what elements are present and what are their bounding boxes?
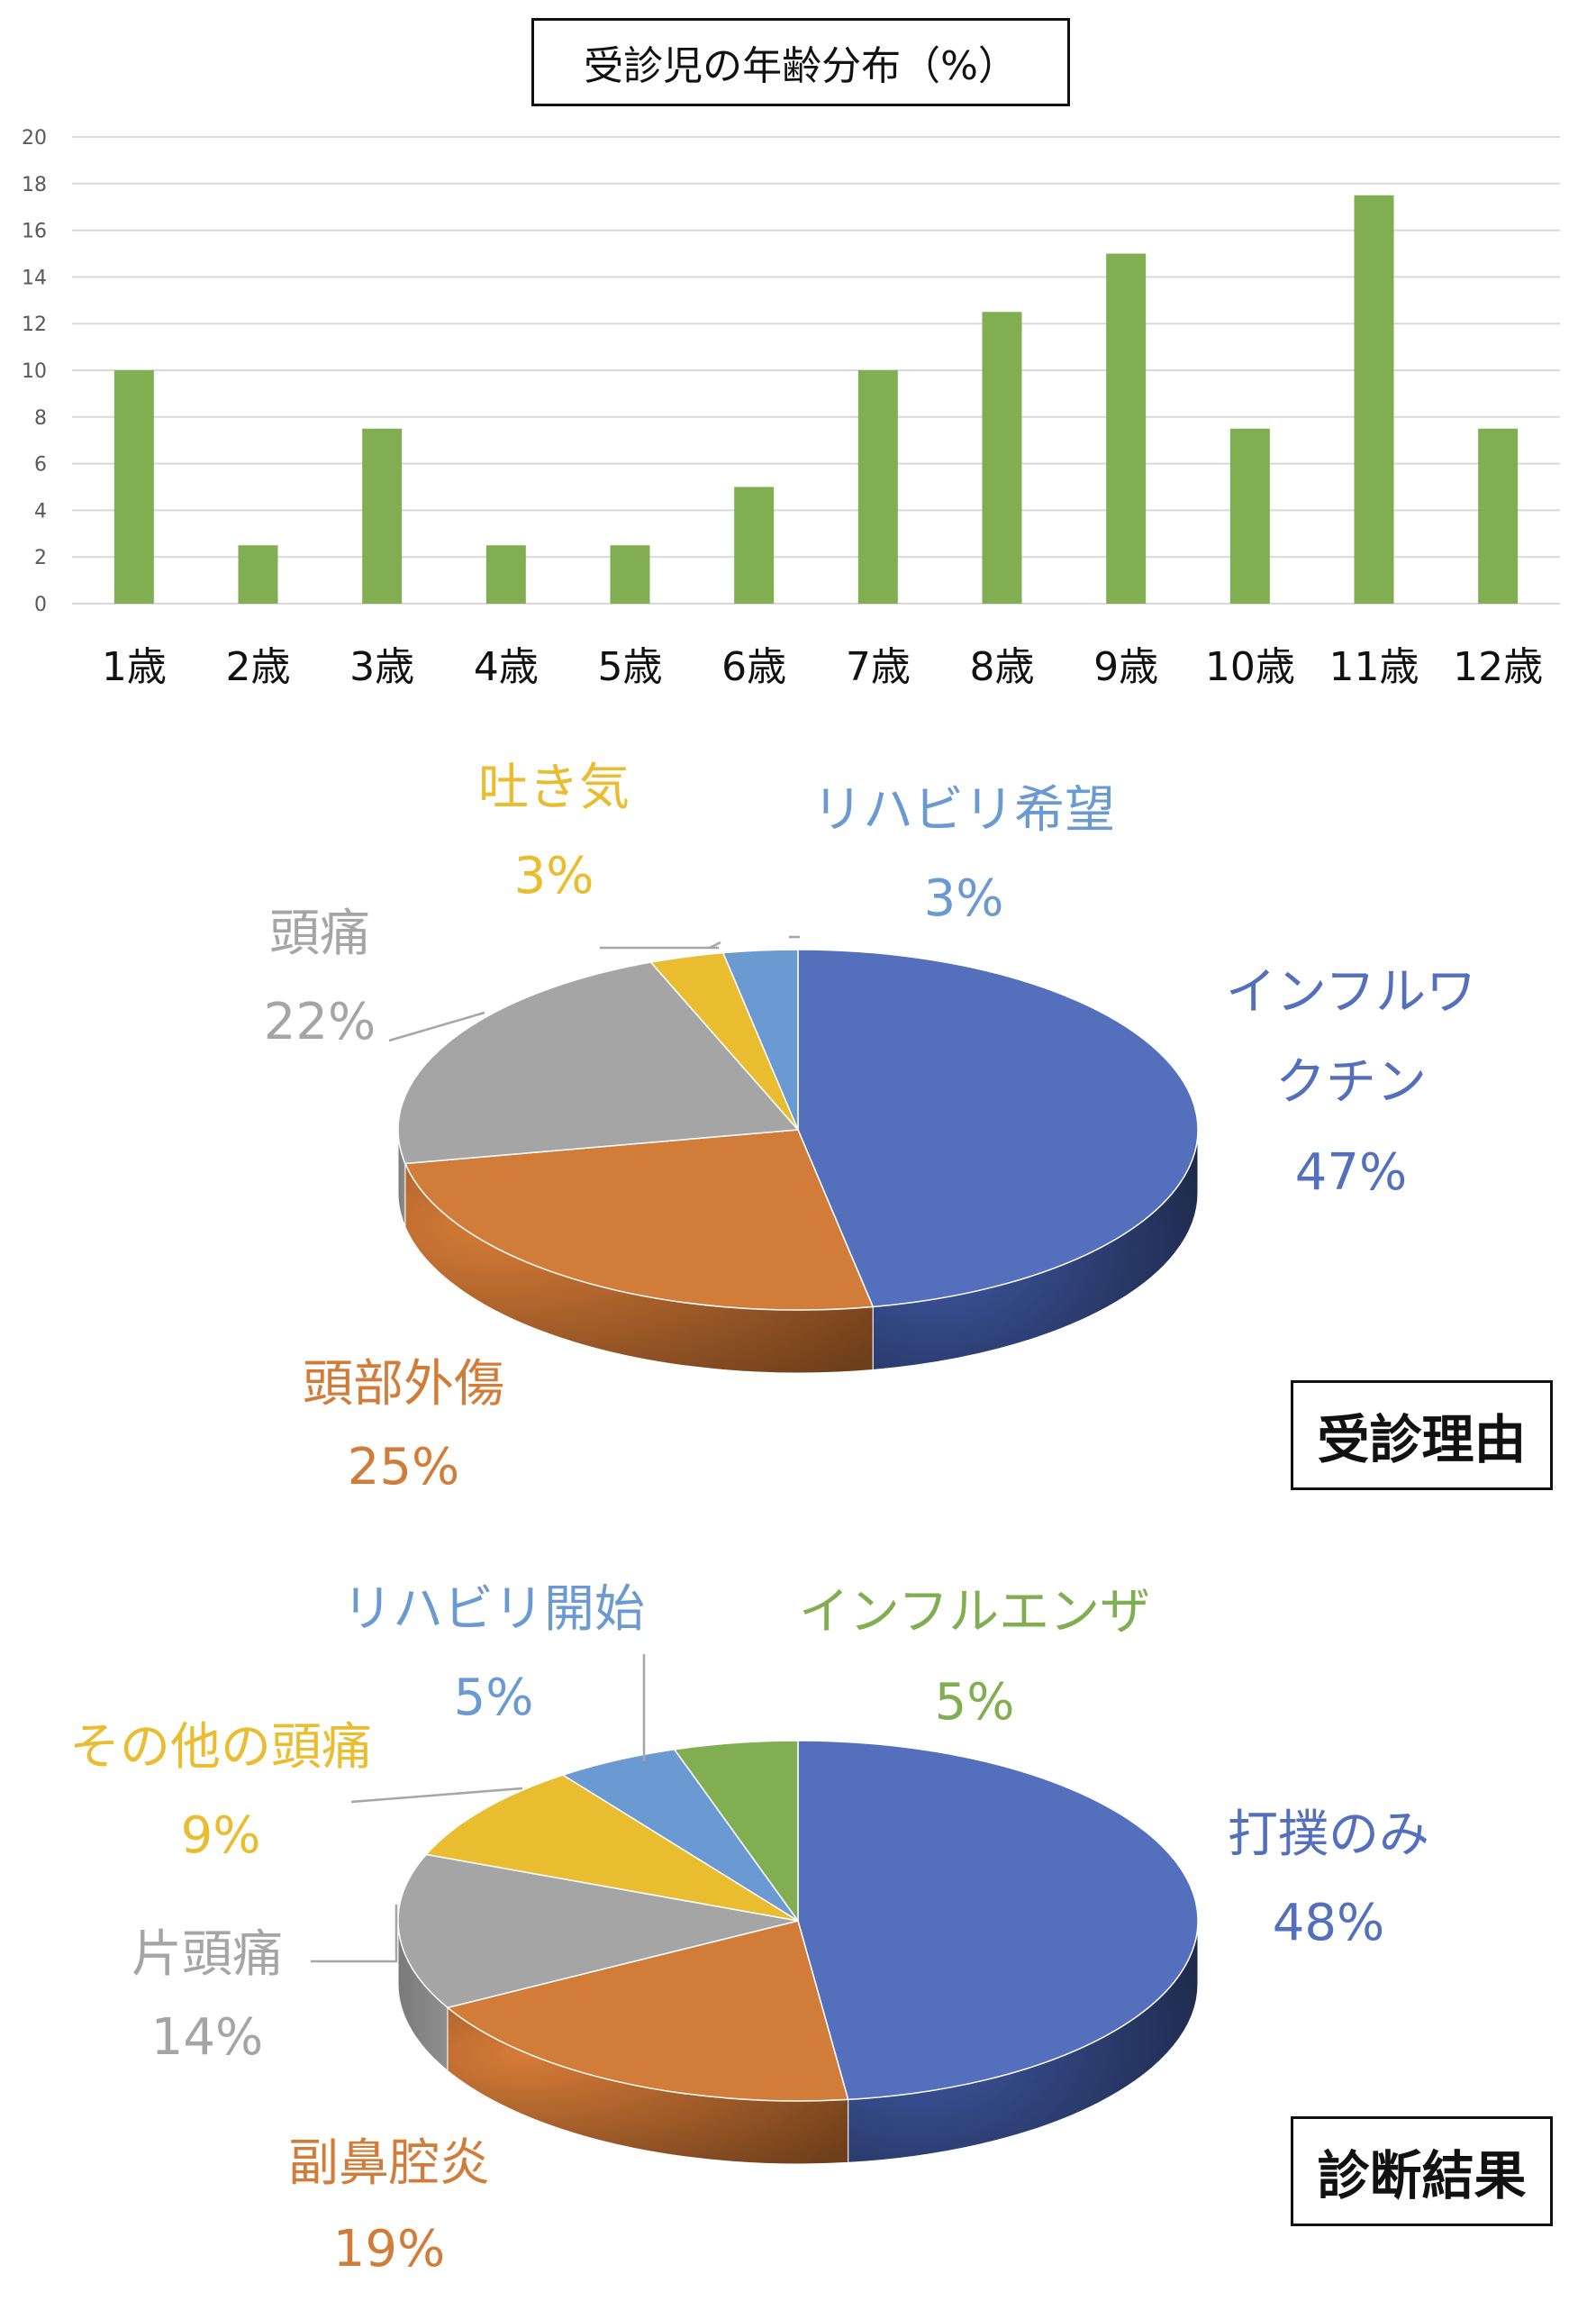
- pie-label: 副鼻腔炎: [288, 2134, 490, 2193]
- pie-percent: 22%: [264, 993, 376, 1051]
- x-tick-label: 6歳: [721, 644, 786, 690]
- pie-label: インフルエンザ: [799, 1583, 1150, 1642]
- pie-slice: [397, 961, 800, 1165]
- bar: [610, 545, 650, 604]
- leader-line: [709, 941, 721, 950]
- leader-line: [388, 1011, 485, 1042]
- pie-slice: [797, 1740, 1199, 2101]
- pie-slice: [404, 1129, 875, 1311]
- pie-label: リハビリ希望: [812, 781, 1115, 840]
- bar: [362, 428, 403, 604]
- bar: [1106, 253, 1147, 604]
- x-tick-label: 11歳: [1329, 644, 1419, 690]
- pie-percent: 19%: [333, 2220, 445, 2278]
- x-tick-label: 1歳: [102, 644, 167, 690]
- y-tick-label: 20: [22, 127, 47, 150]
- y-tick-label: 18: [22, 174, 47, 196]
- pie-label: 打撲のみ: [1228, 1805, 1429, 1864]
- pie-slice: [446, 1920, 849, 2102]
- reason-chart-title: 受診理由: [1291, 1380, 1553, 1490]
- bar-chart: 0 2 4 6 8 10 12 14 16 18 20 1歳 2歳 3歳 4歳 5歳 6歳 7歳 8歳 9歳 10歳 11…: [22, 127, 1560, 690]
- pie-label: 片頭痛: [131, 1925, 283, 1984]
- pie-slice: [797, 949, 1199, 1308]
- pie-percent: 5%: [454, 1669, 534, 1727]
- diagnosis-pie-chart: 打撲のみ 48% 副鼻腔炎 19% 片頭痛 14% その他の頭痛 9% リハビリ開始 5% インフル…: [69, 1580, 1429, 2278]
- bar: [734, 487, 775, 604]
- pie-slice: [721, 949, 799, 1131]
- bar: [982, 312, 1022, 604]
- pie-percent: 5%: [935, 1673, 1015, 1732]
- pie-slice: [424, 1774, 799, 1922]
- x-tick-label: 2歳: [226, 644, 291, 690]
- x-tick-label: 7歳: [846, 644, 911, 690]
- pie-percent: 25%: [348, 1438, 459, 1496]
- pie-label: その他の頭痛: [69, 1718, 372, 1777]
- bar: [1354, 195, 1394, 604]
- bar: [857, 370, 898, 604]
- x-tick-label: 12歳: [1453, 644, 1543, 690]
- pie-slice: [397, 1853, 799, 2009]
- y-tick-label: 16: [22, 221, 47, 243]
- pie-percent: 14%: [151, 2008, 263, 2067]
- leader-line: [311, 1905, 398, 1963]
- bar: [1478, 428, 1519, 604]
- bar: [113, 370, 154, 604]
- y-tick-label: 12: [22, 314, 47, 336]
- x-tick-label: 5歳: [598, 644, 663, 690]
- pie-label: インフルワ: [1226, 963, 1476, 1022]
- pie-slice: [673, 1740, 799, 1923]
- pie-label: 頭部外傷: [303, 1355, 504, 1414]
- pie-label: リハビリ開始: [342, 1580, 645, 1639]
- x-tick-label: 10歳: [1205, 644, 1295, 690]
- y-tick-label: 0: [34, 594, 47, 616]
- x-tick-label: 9歳: [1093, 644, 1158, 690]
- pie-percent: 9%: [181, 1806, 261, 1865]
- bar: [485, 545, 526, 604]
- bar: [1229, 428, 1270, 604]
- pie-label: 吐き気: [478, 759, 630, 817]
- bar: [238, 545, 278, 604]
- pie-label: クチン: [1275, 1053, 1427, 1112]
- pie-label: 頭痛: [269, 905, 370, 963]
- x-tick-label: 8歳: [970, 644, 1035, 690]
- pie-percent: 48%: [1273, 1894, 1384, 1952]
- y-tick-label: 2: [34, 547, 47, 569]
- pie-percent: 3%: [924, 869, 1004, 928]
- x-tick-label: 3歳: [349, 644, 414, 690]
- y-tick-label: 6: [34, 454, 47, 477]
- y-tick-label: 8: [34, 407, 47, 430]
- pie-percent: 3%: [514, 847, 594, 905]
- y-tick-label: 10: [22, 360, 47, 383]
- leader-line: [350, 1787, 523, 1804]
- bar-chart-title: 受診児の年齢分布（%）: [531, 18, 1070, 106]
- y-tick-label: 4: [34, 500, 47, 523]
- x-tick-label: 4歳: [474, 644, 539, 690]
- diagnosis-chart-title: 診断結果: [1291, 2116, 1553, 2226]
- y-tick-label: 14: [22, 267, 47, 289]
- pie-percent: 47%: [1295, 1143, 1407, 1202]
